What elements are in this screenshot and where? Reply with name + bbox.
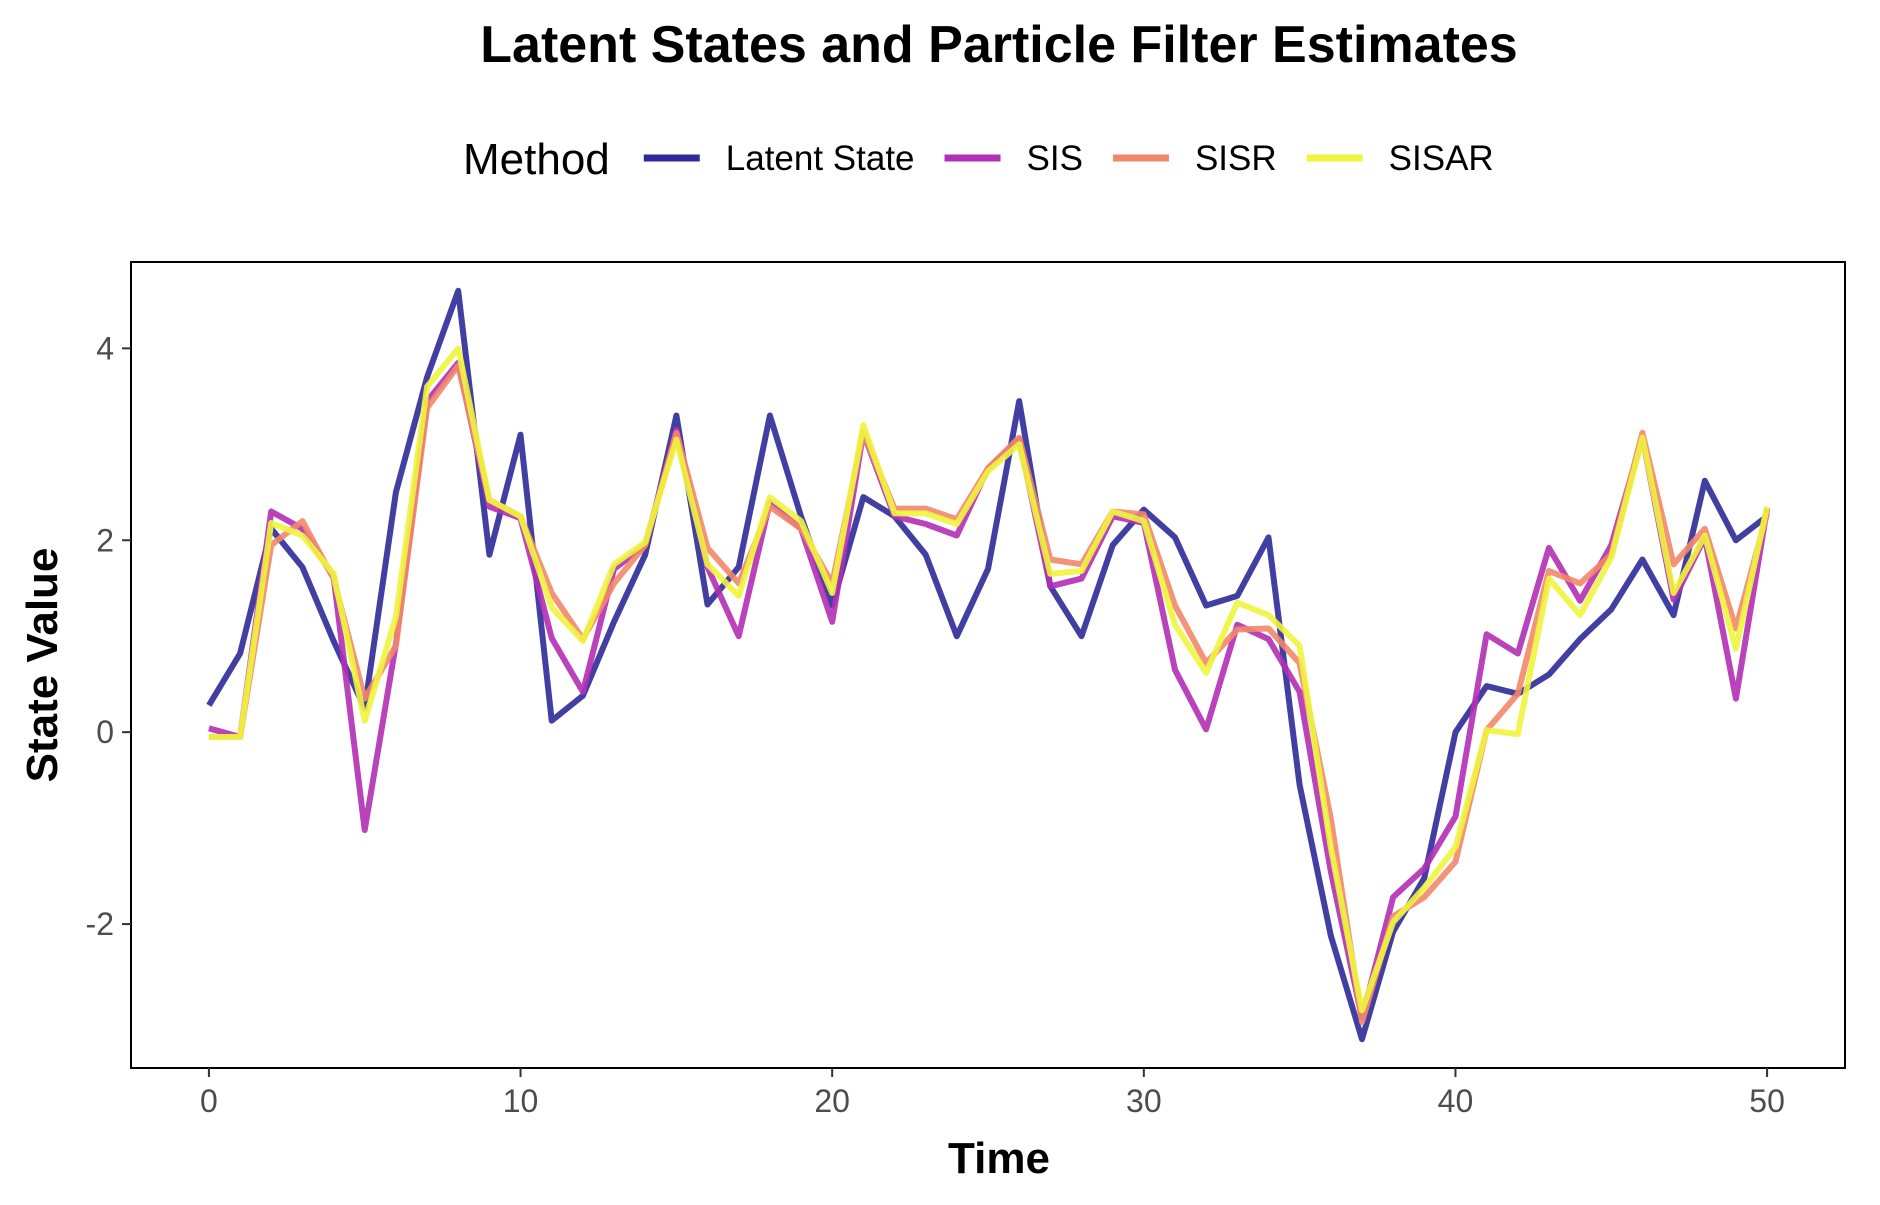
series-layer [206, 287, 1771, 1043]
legend-label-latent-state: Latent State [726, 139, 915, 178]
chart-title: Latent States and Particle Filter Estima… [480, 16, 1517, 74]
y-tick-label: 4 [96, 330, 114, 366]
legend: Method Latent State SIS SISR SISAR [463, 135, 1494, 184]
x-tick-label: 0 [200, 1083, 218, 1119]
y-axis-title: State Value [18, 548, 67, 783]
x-tick-label: 50 [1749, 1083, 1785, 1119]
series-line-latent-state [206, 287, 1769, 1043]
axes: 0 10 20 30 40 50 -2 0 2 4 [86, 330, 1785, 1119]
y-tick-label: -2 [86, 906, 114, 942]
x-axis-title: Time [948, 1134, 1050, 1183]
x-tick-label: 30 [1126, 1083, 1162, 1119]
legend-title: Method [463, 135, 610, 184]
legend-label-sisar: SISAR [1389, 139, 1494, 178]
legend-label-sis: SIS [1027, 139, 1083, 178]
series-line-sisr [208, 362, 1770, 1025]
x-tick-label: 40 [1438, 1083, 1474, 1119]
series-line-sisar [208, 345, 1771, 1014]
plot-panel-border [130, 261, 1846, 1069]
x-tick-label: 20 [814, 1083, 850, 1119]
y-tick-label: 0 [96, 714, 114, 750]
y-tick-label: 2 [96, 522, 114, 558]
x-tick-label: 10 [503, 1083, 539, 1119]
legend-label-sisr: SISR [1195, 139, 1277, 178]
series-line-sis [208, 359, 1771, 1022]
